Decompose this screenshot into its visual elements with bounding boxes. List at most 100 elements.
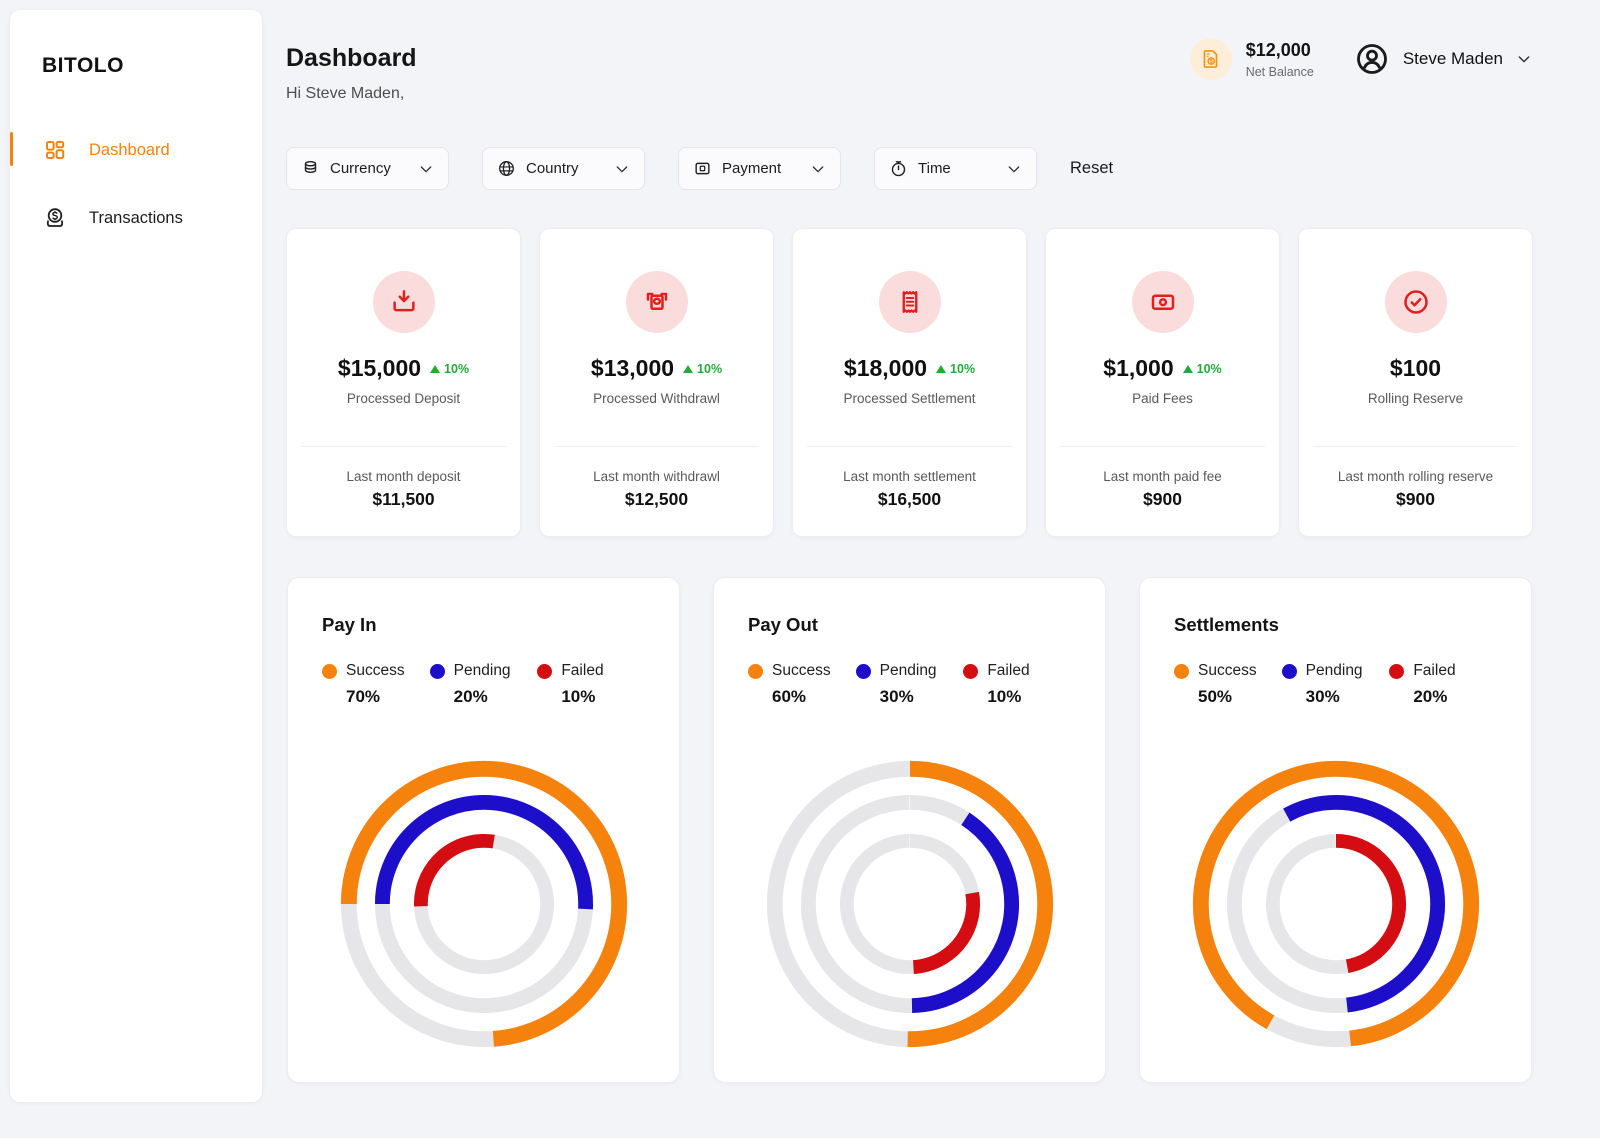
grid-icon (46, 141, 65, 160)
chevron-down-icon (420, 165, 432, 172)
payment-filter-dropdown[interactable]: Payment (678, 147, 841, 190)
net-balance: $12,000 Net Balance (1189, 38, 1314, 80)
legend-item-failed: Failed 10% (963, 662, 1071, 707)
stat-card-rolling-reserve: $100 Rolling Reserve Last month rolling … (1298, 228, 1533, 537)
legend-percent: 10% (987, 687, 1022, 706)
card-icon (695, 162, 710, 175)
legend-percent: 10% (561, 687, 596, 706)
clock-icon (891, 161, 906, 177)
stat-delta-badge: 10% (683, 362, 722, 376)
legend-dot (748, 663, 763, 679)
stat-footer-value: $11,500 (372, 489, 435, 509)
legend-percent: 30% (1305, 687, 1340, 706)
receipt-icon (878, 271, 941, 333)
stat-footer-label: Last month settlement (843, 469, 976, 484)
chevron-down-icon (812, 165, 824, 172)
sidebar-item-label: Transactions (89, 208, 183, 227)
stat-delta-badge: 10% (430, 362, 469, 376)
stat-footer-value: $900 (1396, 489, 1435, 509)
withdrawal-icon (625, 271, 688, 333)
main-content: Dashboard Hi Steve Maden, $12,000 Net Ba… (286, 0, 1534, 1083)
legend-dot (322, 663, 337, 679)
legend-item-pending: Pending 20% (429, 662, 538, 707)
settlements-chart-card: Settlements Success 50% Pending 30% Fail… (1139, 577, 1532, 1083)
sidebar-nav: Dashboard Transactions (10, 130, 262, 238)
divider (807, 446, 1012, 447)
header-right: $12,000 Net Balance Steve Maden (1189, 38, 1532, 80)
arrow-up-icon (683, 364, 694, 373)
legend-item-failed: Failed 20% (1389, 662, 1497, 707)
stat-value: $15,000 (337, 355, 422, 381)
legend-percent: 30% (879, 687, 914, 706)
legend-item-success: Success 50% (1174, 662, 1282, 707)
legend-dot (1174, 663, 1189, 679)
radial-donut-chart (762, 756, 1058, 1052)
filter-label: Time (918, 160, 951, 177)
legend-dot (1389, 663, 1405, 679)
legend-item-pending: Pending 30% (855, 662, 964, 707)
user-menu[interactable]: Steve Maden (1354, 41, 1532, 77)
arrow-up-icon (1182, 364, 1193, 373)
divider (554, 446, 759, 447)
globe-icon (499, 161, 514, 176)
stat-footer-value: $16,500 (877, 489, 942, 509)
legend-dot (537, 663, 553, 679)
chart-legend: Success 50% Pending 30% Failed 20% (1174, 662, 1497, 707)
page-title: Dashboard (286, 44, 417, 72)
arrow-up-icon (936, 364, 947, 373)
divider (1313, 446, 1518, 447)
legend-item-success: Success 70% (322, 662, 430, 707)
legend-dot (1281, 663, 1297, 679)
invoice-dollar-icon (1189, 38, 1232, 80)
time-filter-dropdown[interactable]: Time (874, 147, 1037, 190)
chart-title: Pay Out (748, 614, 818, 635)
stat-value: $1,000 (1103, 355, 1174, 381)
filter-label: Country (526, 160, 579, 177)
legend-percent: 20% (1413, 687, 1448, 706)
legend-dot (855, 663, 871, 679)
chevron-down-icon (616, 165, 628, 172)
radial-donut-chart (1188, 756, 1484, 1052)
stat-footer-label: Last month withdrawl (593, 469, 720, 484)
net-balance-label: Net Balance (1245, 64, 1314, 79)
chart-legend: Success 70% Pending 20% Failed 10% (322, 662, 645, 707)
active-indicator (10, 132, 13, 166)
sidebar-item-label: Dashboard (89, 140, 170, 159)
reset-button[interactable]: Reset (1070, 159, 1114, 177)
greeting-text: Hi Steve Maden, (286, 85, 405, 102)
currency-filter-dropdown[interactable]: Currency (286, 147, 449, 190)
net-balance-value: $12,000 (1245, 39, 1311, 60)
stat-delta-badge: 10% (936, 362, 975, 376)
check-circle-icon (1384, 271, 1447, 333)
stat-footer-label: Last month rolling reserve (1337, 469, 1494, 484)
country-filter-dropdown[interactable]: Country (482, 147, 645, 190)
chevron-down-icon (1008, 165, 1020, 172)
stat-card-paid-fees: $1,000 10% Paid Fees Last month paid fee… (1045, 228, 1280, 537)
stat-footer-value: $12,500 (624, 489, 689, 509)
divider (1060, 446, 1265, 447)
legend-item-failed: Failed 10% (537, 662, 645, 707)
sidebar-item-transactions[interactable]: Transactions (10, 198, 262, 238)
divider (301, 446, 506, 447)
user-name: Steve Maden (1402, 49, 1503, 68)
pay-out-chart-card: Pay Out Success 60% Pending 30% Failed 1… (713, 577, 1106, 1083)
stat-delta-badge: 10% (1182, 362, 1222, 376)
legend-item-pending: Pending 30% (1281, 662, 1390, 707)
sidebar: BITOLO Dashboard Transactions (10, 10, 262, 1102)
filter-label: Currency (330, 160, 391, 177)
coins-icon (304, 160, 317, 174)
coin-dollar-icon (46, 208, 64, 227)
sidebar-item-dashboard[interactable]: Dashboard (10, 130, 262, 170)
chart-legend: Success 60% Pending 30% Failed 10% (748, 662, 1071, 707)
chart-title: Pay In (322, 614, 377, 635)
chart-cards-row: Pay In Success 70% Pending 20% Failed 10… (287, 577, 1532, 1083)
legend-dot (963, 663, 979, 679)
banknote-icon (1131, 271, 1194, 333)
stat-label: Rolling Reserve (1367, 391, 1464, 406)
legend-item-success: Success 60% (748, 662, 856, 707)
pay-in-chart-card: Pay In Success 70% Pending 20% Failed 10… (287, 577, 680, 1083)
chart-title: Settlements (1174, 614, 1279, 635)
stat-footer-value: $900 (1143, 489, 1182, 509)
filter-bar: Currency Country Payment (286, 147, 1113, 190)
stat-card-processed-withdrawal: $13,000 10% Processed Withdrawl Last mon… (539, 228, 774, 537)
